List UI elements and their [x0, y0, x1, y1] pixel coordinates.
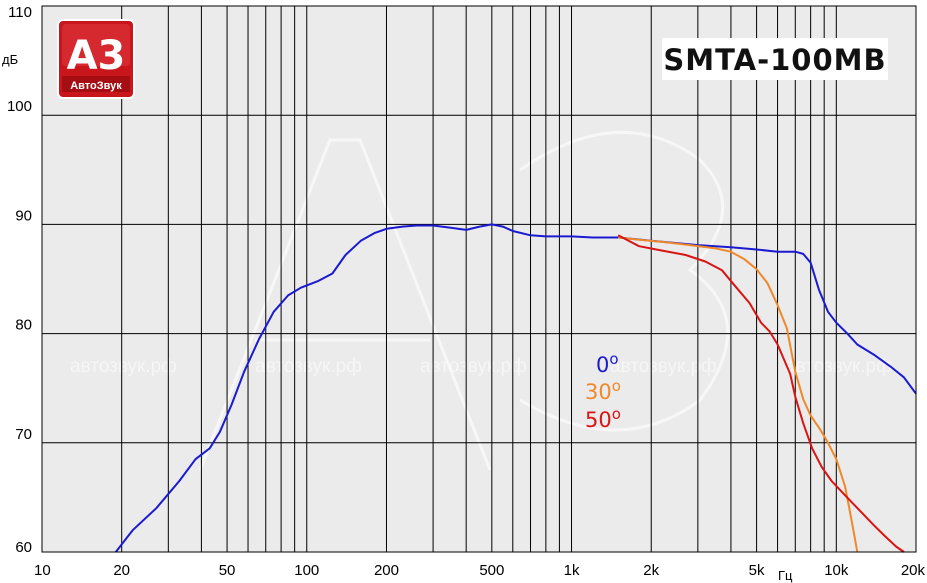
watermark-text: автозвук.рф [785, 356, 892, 377]
x-tick-label: 1k [564, 562, 580, 579]
legend-entry-0: 0o [596, 350, 619, 377]
x-tick-label: 5k [749, 562, 765, 579]
legend-entry-50: 50o [585, 405, 621, 432]
x-axis-unit: Гц [778, 568, 793, 583]
y-axis-unit: дБ [2, 52, 18, 67]
x-tick-label: 20 [113, 562, 130, 579]
plot-area [42, 6, 916, 552]
x-tick-label: 500 [479, 562, 504, 579]
watermark-text: автозвук.рф [610, 356, 717, 377]
x-tick-label: 200 [374, 562, 399, 579]
x-axis-tick-labels: 10 20 50 100 200 500 1k 2k 5k 10k 20k [34, 562, 925, 579]
x-tick-label: 10k [824, 562, 849, 579]
logo-caption: АвтоЗвук [70, 80, 122, 92]
y-tick-label: 100 [7, 98, 32, 115]
x-tick-label: 10 [34, 562, 51, 579]
y-tick-label: 90 [15, 207, 32, 224]
series-line-1 [618, 236, 859, 553]
watermark-text: автозвук.рф [255, 356, 362, 377]
chart-title: SMTA-100MB [663, 43, 886, 77]
x-tick-label: 100 [294, 562, 319, 579]
y-tick-label: 110 [8, 4, 32, 21]
plot-border [41, 5, 917, 553]
x-tick-label: 2k [643, 562, 659, 579]
curves [115, 223, 917, 553]
y-tick-label: 60 [15, 539, 32, 556]
grid [42, 6, 916, 552]
watermark-text: автозвук.рф [70, 356, 177, 377]
legend: 0o 30o 50o [585, 350, 621, 432]
brand-logo: А3 АвтоЗвук [57, 19, 135, 99]
legend-entry-30: 30o [585, 377, 621, 404]
logo-mark: А3 [67, 33, 126, 79]
title-box [662, 38, 888, 80]
x-tick-label: 50 [219, 562, 236, 579]
series-line-2 [617, 234, 905, 553]
background-emblem [198, 130, 730, 471]
series-line-0 [115, 223, 917, 553]
x-tick-label: 20k [901, 562, 926, 579]
y-tick-label: 80 [15, 317, 32, 334]
y-tick-label: 70 [15, 426, 32, 443]
watermark-text: автозвук.рф [420, 356, 527, 377]
y-axis-tick-labels: 60 70 80 90 100 110 [7, 4, 32, 556]
